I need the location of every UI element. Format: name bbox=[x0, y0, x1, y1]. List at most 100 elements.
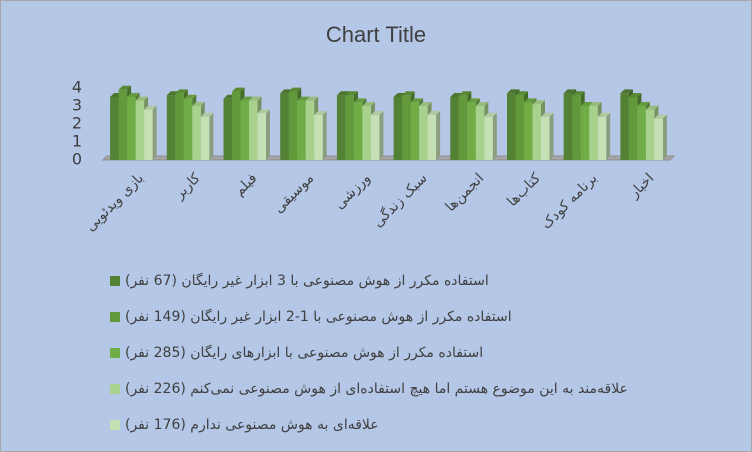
bar-top bbox=[135, 96, 149, 101]
bar-top bbox=[232, 87, 245, 92]
bar-front bbox=[336, 95, 346, 160]
bar-top bbox=[580, 102, 594, 106]
bar-top bbox=[475, 102, 489, 106]
bar-top bbox=[458, 91, 472, 96]
bar-front bbox=[175, 93, 184, 160]
legend-label: استفاده مکرر از هوش مصنوعی با ابزارهای ر… bbox=[125, 344, 483, 361]
bar bbox=[144, 105, 157, 160]
bar-front bbox=[628, 97, 638, 160]
bar-front bbox=[541, 116, 550, 160]
bar-front bbox=[118, 89, 128, 160]
bar-top bbox=[532, 100, 545, 105]
bar-front bbox=[402, 95, 411, 160]
bar-front bbox=[370, 115, 380, 160]
legend-label: استفاده مکرر از هوش مصنوعی با 3 ابزار غی… bbox=[125, 272, 489, 289]
bar-front bbox=[280, 93, 289, 160]
bar-top bbox=[524, 98, 537, 103]
bar-front bbox=[524, 102, 533, 160]
bar-top bbox=[288, 87, 302, 92]
bar-top bbox=[200, 112, 214, 117]
legend-label: استفاده مکرر از هوش مصنوعی با 1-2 ابزار … bbox=[125, 308, 512, 325]
bar-front bbox=[305, 100, 315, 160]
y-tick-label: 1 bbox=[72, 132, 82, 151]
bar-top bbox=[402, 91, 415, 96]
bar-side bbox=[322, 111, 327, 160]
bar-side bbox=[209, 112, 214, 160]
y-tick-label: 2 bbox=[72, 114, 82, 133]
bar-side bbox=[549, 112, 554, 160]
bar-top bbox=[645, 105, 659, 110]
bar-front bbox=[362, 106, 371, 160]
bar-top bbox=[620, 89, 633, 94]
bar bbox=[654, 114, 667, 160]
bar-top bbox=[572, 91, 585, 96]
bar-top bbox=[305, 96, 319, 101]
bar-front bbox=[192, 106, 201, 160]
legend-marker bbox=[110, 276, 120, 286]
bar-top bbox=[240, 96, 253, 101]
legend-marker bbox=[110, 312, 120, 322]
bar-top bbox=[563, 89, 577, 94]
bar-side bbox=[152, 105, 157, 160]
bar-top bbox=[297, 96, 310, 101]
bar-front bbox=[410, 102, 420, 160]
bar-top bbox=[654, 114, 667, 119]
bar-side bbox=[379, 111, 384, 160]
bar-top bbox=[484, 112, 497, 117]
bar-top bbox=[144, 105, 157, 110]
bar-front bbox=[135, 100, 145, 160]
bar-front bbox=[597, 116, 607, 160]
bar-front bbox=[166, 95, 176, 160]
bar-front bbox=[127, 97, 136, 160]
bar-front bbox=[345, 95, 354, 160]
bar bbox=[541, 112, 554, 160]
bar-top bbox=[192, 102, 205, 106]
bar-top bbox=[336, 91, 350, 96]
bar-front bbox=[637, 106, 646, 160]
bar-top bbox=[249, 96, 262, 101]
bar-side bbox=[266, 109, 270, 160]
bar-front bbox=[240, 100, 249, 160]
bar-front bbox=[467, 102, 476, 160]
bar bbox=[597, 112, 611, 160]
bar-front bbox=[393, 97, 403, 160]
bar-front bbox=[507, 93, 516, 160]
bar-top bbox=[410, 98, 424, 103]
bar-top bbox=[419, 102, 432, 106]
bar-top bbox=[127, 93, 140, 97]
bar-top bbox=[589, 102, 602, 106]
y-tick-label: 3 bbox=[72, 96, 82, 115]
bar-front bbox=[589, 106, 598, 160]
bar bbox=[200, 112, 214, 160]
bar-top bbox=[353, 98, 367, 103]
bar-front bbox=[144, 109, 153, 160]
bar-top bbox=[314, 111, 327, 115]
bar-front bbox=[223, 98, 232, 160]
bar bbox=[427, 111, 441, 160]
bar-front bbox=[620, 93, 629, 160]
bar-front bbox=[353, 102, 363, 160]
bar-front bbox=[458, 95, 468, 160]
bar-top bbox=[637, 102, 650, 106]
bar-front bbox=[183, 98, 193, 160]
chart-title: Chart Title bbox=[326, 22, 426, 47]
bar bbox=[484, 112, 497, 160]
bar-front bbox=[297, 100, 306, 160]
bar-front bbox=[427, 115, 437, 160]
bar-top bbox=[118, 85, 132, 90]
legend-marker bbox=[110, 384, 120, 394]
bar-front bbox=[110, 97, 119, 160]
bar-top bbox=[183, 94, 197, 99]
bar-front bbox=[314, 115, 323, 160]
bar-top bbox=[257, 109, 270, 114]
bar bbox=[314, 111, 327, 160]
legend-marker bbox=[110, 420, 120, 430]
bar-front bbox=[419, 106, 428, 160]
bar-front bbox=[645, 109, 655, 160]
bar bbox=[257, 109, 270, 160]
bar-top bbox=[541, 112, 554, 117]
bar-top bbox=[175, 89, 188, 94]
y-tick-label: 4 bbox=[72, 78, 82, 97]
legend-label: علاقه‌ای به هوش مصنوعی ندارم (176 نفر) bbox=[125, 417, 379, 433]
